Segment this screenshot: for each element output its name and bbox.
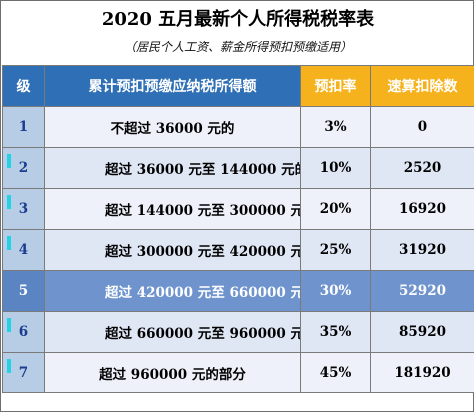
level-number: 3 bbox=[18, 201, 29, 217]
table-row: 7 超过 960000 元的部分 45% 181920 bbox=[2, 352, 474, 393]
row-marker bbox=[7, 154, 11, 168]
level-number: 6 bbox=[18, 324, 29, 340]
tax-rate-table: 级 累计预扣预缴应纳税所得额 预扣率 速算扣除数 1 不超过 36000 元的 … bbox=[2, 65, 474, 393]
row-deduction: 52920 bbox=[370, 270, 474, 312]
row-rate: 30% bbox=[300, 270, 371, 312]
table-row: 4 超过 300000 元至 420000 元的部分 25% 31920 bbox=[2, 229, 474, 271]
row-marker bbox=[7, 195, 11, 209]
level-number: 4 bbox=[18, 242, 29, 258]
row-marker bbox=[7, 318, 11, 332]
row-rate: 10% bbox=[300, 147, 371, 189]
table-row: 2 超过 36000 元至 144000 元的部分 10% 2520 bbox=[2, 147, 474, 189]
level-number: 5 bbox=[18, 283, 29, 299]
row-marker bbox=[7, 236, 11, 250]
row-deduction: 0 bbox=[370, 106, 474, 148]
row-rate: 35% bbox=[300, 311, 371, 353]
row-income-range: 超过 144000 元至 300000 元的部分 bbox=[44, 188, 301, 230]
row-level: 5 bbox=[2, 270, 45, 312]
row-deduction: 16920 bbox=[370, 188, 474, 230]
row-income-range: 超过 36000 元至 144000 元的部分 bbox=[44, 147, 301, 189]
row-deduction: 181920 bbox=[370, 352, 474, 393]
table-row: 3 超过 144000 元至 300000 元的部分 20% 16920 bbox=[2, 188, 474, 230]
row-rate: 45% bbox=[300, 352, 371, 393]
table-row: 1 不超过 36000 元的 3% 0 bbox=[2, 106, 474, 148]
row-income-range: 超过 420000 元至 660000 元的部分 bbox=[44, 270, 301, 312]
table-header-row: 级 累计预扣预缴应纳税所得额 预扣率 速算扣除数 bbox=[2, 65, 474, 107]
header-rate: 预扣率 bbox=[300, 65, 371, 107]
row-level: 6 bbox=[2, 311, 45, 353]
row-marker bbox=[7, 359, 11, 373]
row-level: 3 bbox=[2, 188, 45, 230]
header-deduction: 速算扣除数 bbox=[370, 65, 474, 107]
row-rate: 25% bbox=[300, 229, 371, 271]
level-number: 7 bbox=[18, 364, 29, 381]
row-level: 4 bbox=[2, 229, 45, 271]
page-subtitle: （居民个人工资、薪金所得预扣预缴适用） bbox=[123, 40, 352, 54]
row-rate: 3% bbox=[300, 106, 371, 148]
level-number: 2 bbox=[18, 160, 29, 176]
header-income: 累计预扣预缴应纳税所得额 bbox=[44, 65, 301, 107]
page-title: 2020 五月最新个人所得税税率表 bbox=[101, 9, 375, 30]
row-deduction: 85920 bbox=[370, 311, 474, 353]
row-level: 2 bbox=[2, 147, 45, 189]
row-deduction: 31920 bbox=[370, 229, 474, 271]
row-income-range: 超过 300000 元至 420000 元的部分 bbox=[44, 229, 301, 271]
row-level: 1 bbox=[2, 106, 45, 148]
row-deduction: 2520 bbox=[370, 147, 474, 189]
level-number: 1 bbox=[18, 119, 29, 135]
row-rate: 20% bbox=[300, 188, 371, 230]
table-row: 6 超过 660000 元至 960000 元的部分 35% 85920 bbox=[2, 311, 474, 353]
row-income-range: 超过 660000 元至 960000 元的部分 bbox=[44, 311, 301, 353]
row-level: 7 bbox=[2, 352, 45, 393]
row-income-range: 不超过 36000 元的 bbox=[44, 106, 301, 148]
row-income-range: 超过 960000 元的部分 bbox=[44, 352, 301, 393]
table-row-highlighted: 5 超过 420000 元至 660000 元的部分 30% 52920 bbox=[2, 270, 474, 312]
header-level: 级 bbox=[2, 65, 45, 107]
